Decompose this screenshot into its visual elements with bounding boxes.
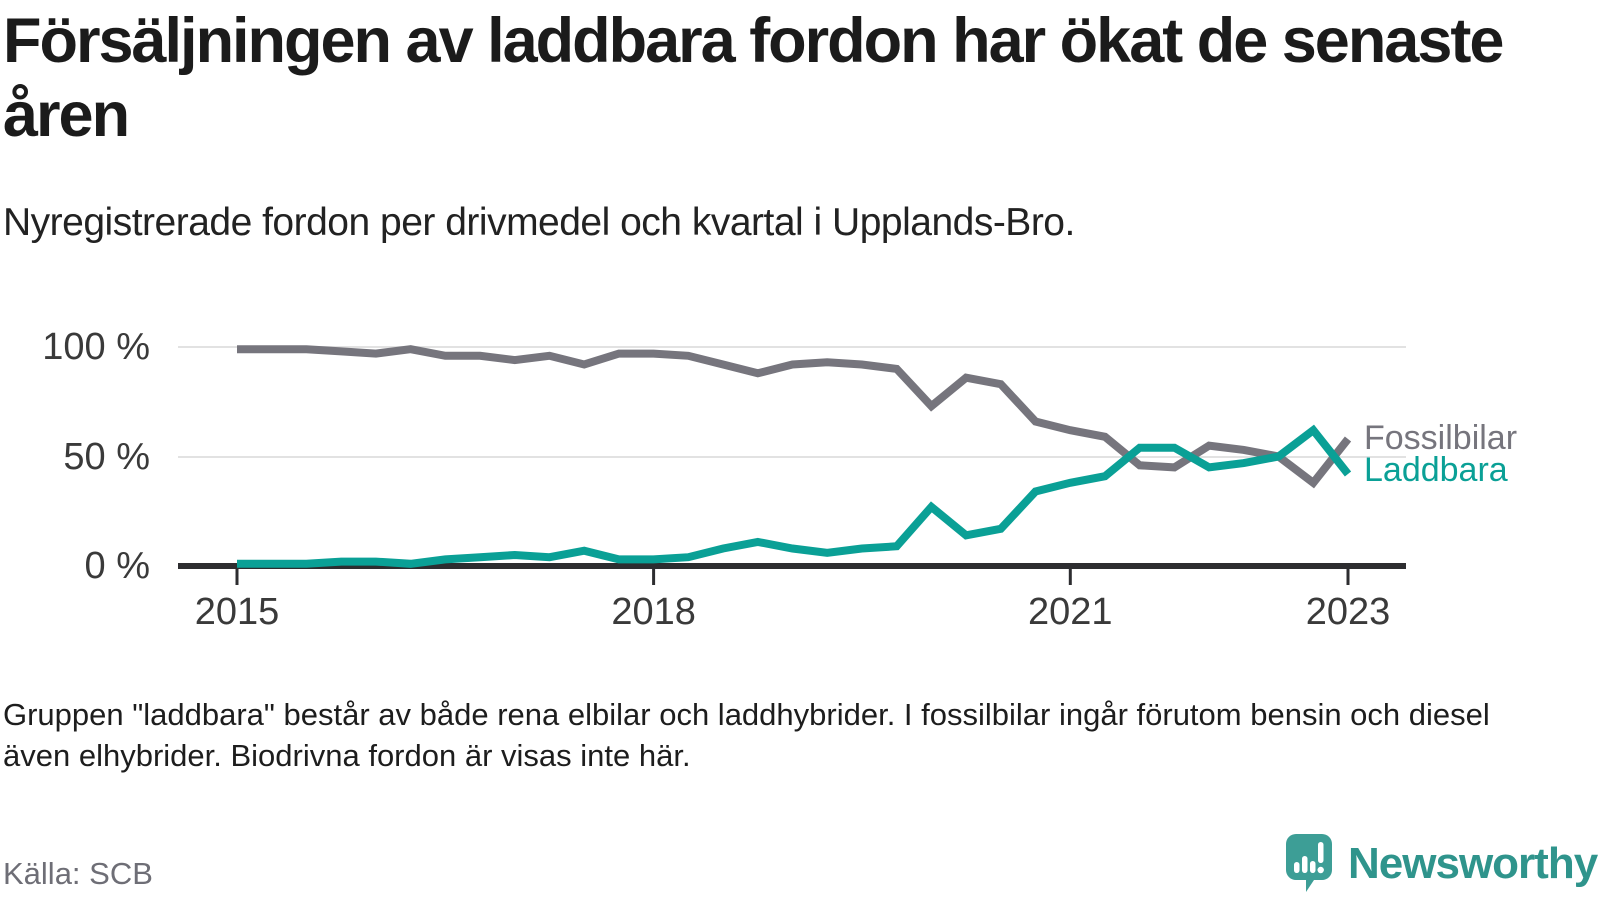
y-tick-label-50: 50 % <box>63 436 150 478</box>
newsworthy-chart-bubble-icon <box>1286 834 1332 892</box>
series-label-laddbara: Laddbara <box>1364 451 1508 489</box>
source-attribution: Källa: SCB <box>3 856 153 891</box>
x-axis-ticks <box>235 569 1350 585</box>
gridlines <box>178 346 1406 458</box>
x-tick-label-2021: 2021 <box>1028 591 1113 633</box>
laddbara-line <box>237 424 1352 568</box>
series-end-labels: Fossilbilar Laddbara <box>1364 419 1517 489</box>
x-tick-label-2023: 2023 <box>1306 591 1391 633</box>
series-label-fossilbilar: Fossilbilar <box>1364 419 1517 457</box>
chart-subtitle: Nyregistrerade fordon per drivmedel och … <box>3 201 1075 244</box>
y-tick-label-0: 0 % <box>85 545 150 587</box>
fossilbilar-line <box>237 345 1352 489</box>
brand-wordmark: Newsworthy <box>1348 839 1598 888</box>
chart-footnote: Gruppen "laddbara" består av både rena e… <box>3 697 1490 773</box>
x-axis-labels: 2015 2018 2021 2023 <box>195 591 1391 633</box>
y-tick-label-100: 100 % <box>42 326 150 368</box>
page-title: Försäljningen av laddbara fordon har öka… <box>3 6 1504 150</box>
x-tick-label-2018: 2018 <box>611 591 696 633</box>
x-tick-label-2015: 2015 <box>195 591 280 633</box>
y-axis-labels: 100 % 50 % 0 % <box>42 326 150 587</box>
newsworthy-branding: Newsworthy <box>1284 832 1598 896</box>
